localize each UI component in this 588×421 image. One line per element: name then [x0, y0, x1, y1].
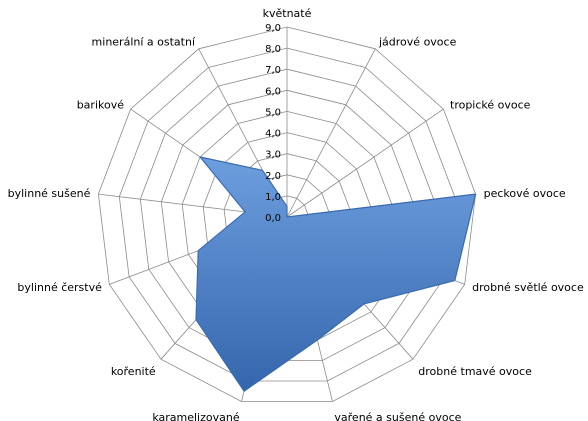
- category-labels: květnaté jádrové ovoce tropické ovoce pecko…: [8, 7, 584, 421]
- grid-spoke-2: [286, 108, 444, 218]
- category-label-3: peckové ovoce: [484, 187, 566, 200]
- data-area-series-0: [195, 156, 477, 392]
- grid-spoke-1: [286, 48, 376, 218]
- tick-label-5: 5,0: [265, 107, 281, 118]
- category-label-1: jádrové ovoce: [378, 36, 457, 49]
- radial-tick-labels: 0,0 1,0 2,0 3,0 4,0 5,0 6,0 7,0 8,0 9,0: [265, 23, 281, 224]
- tick-label-4: 4,0: [265, 129, 281, 140]
- grid-ring-9: [97, 26, 477, 402]
- category-label-0: květnaté: [263, 7, 312, 20]
- grid-ring-8: [118, 47, 456, 382]
- tick-label-9: 9,0: [265, 23, 281, 34]
- category-label-7: karamelizované: [152, 411, 240, 421]
- tick-label-0: 0,0: [265, 213, 281, 224]
- data-area-layer: [195, 156, 477, 392]
- category-label-2: tropické ovoce: [450, 99, 531, 112]
- category-label-11: barikové: [77, 99, 125, 112]
- tick-label-6: 6,0: [265, 86, 281, 97]
- category-label-10: bylinné sušené: [8, 187, 91, 200]
- tick-label-1: 1,0: [265, 192, 281, 203]
- category-label-4: drobné světlé ovoce: [472, 281, 584, 294]
- tick-label-2: 2,0: [265, 171, 281, 182]
- tick-label-3: 3,0: [265, 150, 281, 161]
- category-label-9: bylinné čerstvé: [17, 281, 102, 294]
- category-label-5: drobné tmavé ovoce: [418, 365, 532, 378]
- tick-label-7: 7,0: [265, 65, 281, 76]
- category-label-12: minerální a ostatní: [92, 36, 196, 49]
- category-label-6: vařené a sušené ovoce: [334, 411, 461, 421]
- category-label-8: kořenité: [111, 365, 156, 378]
- tick-label-8: 8,0: [265, 44, 281, 55]
